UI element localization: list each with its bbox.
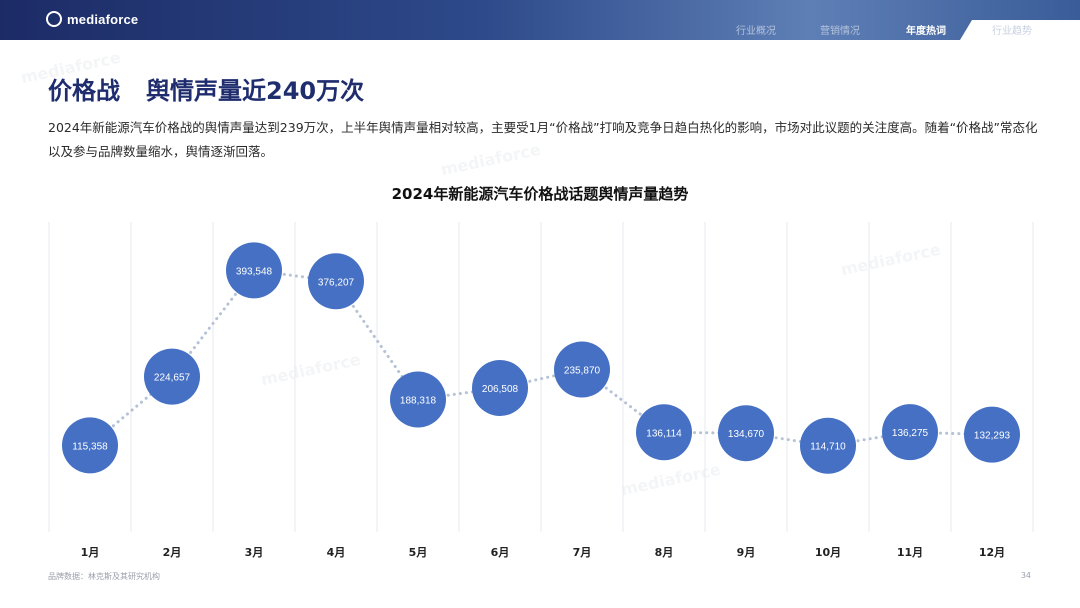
x-tick-label: 12月 (979, 546, 1005, 559)
series-connector (744, 431, 830, 448)
x-tick-label: 6月 (491, 546, 510, 559)
data-point (472, 360, 528, 417)
series-connector (498, 368, 584, 390)
data-label: 235,870 (564, 366, 601, 377)
data-point (636, 404, 692, 461)
data-label: 115,358 (72, 441, 108, 452)
logo-mark-icon (46, 11, 62, 27)
page-description: 2024年新能源汽车价格战的舆情声量达到239万次，上半年舆情声量相对较高，主要… (48, 120, 1038, 159)
data-point (390, 371, 446, 428)
page-title-headline: 舆情声量近240万次 (146, 77, 365, 105)
data-label: 393,548 (236, 266, 273, 277)
data-point (800, 417, 856, 474)
x-tick-label: 11月 (897, 546, 923, 559)
volume-trend-chart: 115,358 224,657 393,548 376,207 188,318 206,5… (48, 222, 1034, 559)
nav-item-marketing[interactable]: 营销情况 (820, 26, 860, 37)
data-point (308, 253, 364, 310)
page-title-topic: 价格战 (48, 77, 120, 105)
logo: mediaforce (46, 11, 138, 27)
data-label: 188,318 (400, 395, 437, 406)
data-label: 136,275 (892, 428, 929, 439)
x-tick-label: 10月 (815, 546, 841, 559)
series-connector (826, 430, 912, 448)
x-tick-label: 8月 (655, 546, 674, 559)
series-connector (170, 268, 256, 379)
data-point (144, 348, 200, 405)
x-tick-label: 1月 (81, 546, 100, 559)
x-tick-label: 4月 (327, 546, 346, 559)
data-point (964, 406, 1020, 463)
data-label: 376,207 (318, 277, 355, 288)
data-label: 224,657 (154, 373, 191, 384)
chart-title: 2024年新能源汽车价格战话题舆情声量趋势 (391, 185, 689, 203)
data-label: 206,508 (482, 384, 519, 395)
x-tick-label: 5月 (409, 546, 428, 559)
x-tick-label: 9月 (737, 546, 756, 559)
data-point (882, 404, 938, 461)
header-bar: mediaforce 行业概况 营销情况 年度热词 行业趋势 (0, 0, 1080, 40)
footer-source: 品牌数据：林克斯及其研究机构 (48, 572, 160, 581)
data-point (718, 405, 774, 462)
data-point (226, 242, 282, 299)
data-label: 134,670 (728, 429, 765, 440)
page-number: 34 (1020, 571, 1031, 580)
x-tick-label: 7月 (573, 546, 592, 559)
nav-item-industry-overview[interactable]: 行业概况 (736, 26, 776, 37)
data-label: 132,293 (974, 431, 1011, 442)
nav-item-annual-keywords[interactable]: 年度热词 (906, 26, 946, 37)
nav-active-tab-shape (960, 20, 1080, 40)
page-title: 价格战 舆情声量近240万次 (48, 71, 364, 106)
x-tick-label: 3月 (245, 546, 264, 559)
data-point (62, 417, 118, 474)
logo-text: mediaforce (67, 11, 139, 27)
data-label: 136,114 (646, 428, 682, 439)
x-tick-label: 2月 (163, 546, 182, 559)
nav-item-industry-trend[interactable]: 行业趋势 (992, 26, 1032, 37)
data-label: 114,710 (810, 442, 846, 453)
data-point (554, 341, 610, 398)
